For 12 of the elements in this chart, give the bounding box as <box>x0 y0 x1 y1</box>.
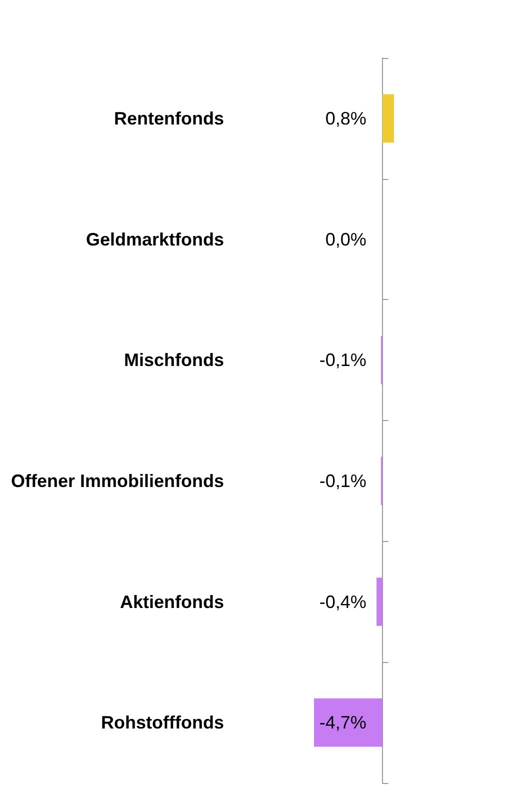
data-label: -0,1% <box>319 350 366 370</box>
data-label: -0,1% <box>319 470 366 491</box>
y-tick-label: Offener Immobilienfonds <box>10 470 224 491</box>
data-label: 0,8% <box>325 108 366 128</box>
y-tick-label: Mischfonds <box>124 350 224 370</box>
y-tick-label: Rentenfonds <box>114 108 224 128</box>
data-label: -0,4% <box>319 592 366 612</box>
data-label: -4,7% <box>319 712 366 733</box>
y-tick-label: Rohstofffonds <box>101 712 224 733</box>
y-tick-label: Aktienfonds <box>120 592 224 612</box>
data-label: 0,0% <box>325 229 366 250</box>
y-tick-label: Geldmarktfonds <box>86 229 224 250</box>
